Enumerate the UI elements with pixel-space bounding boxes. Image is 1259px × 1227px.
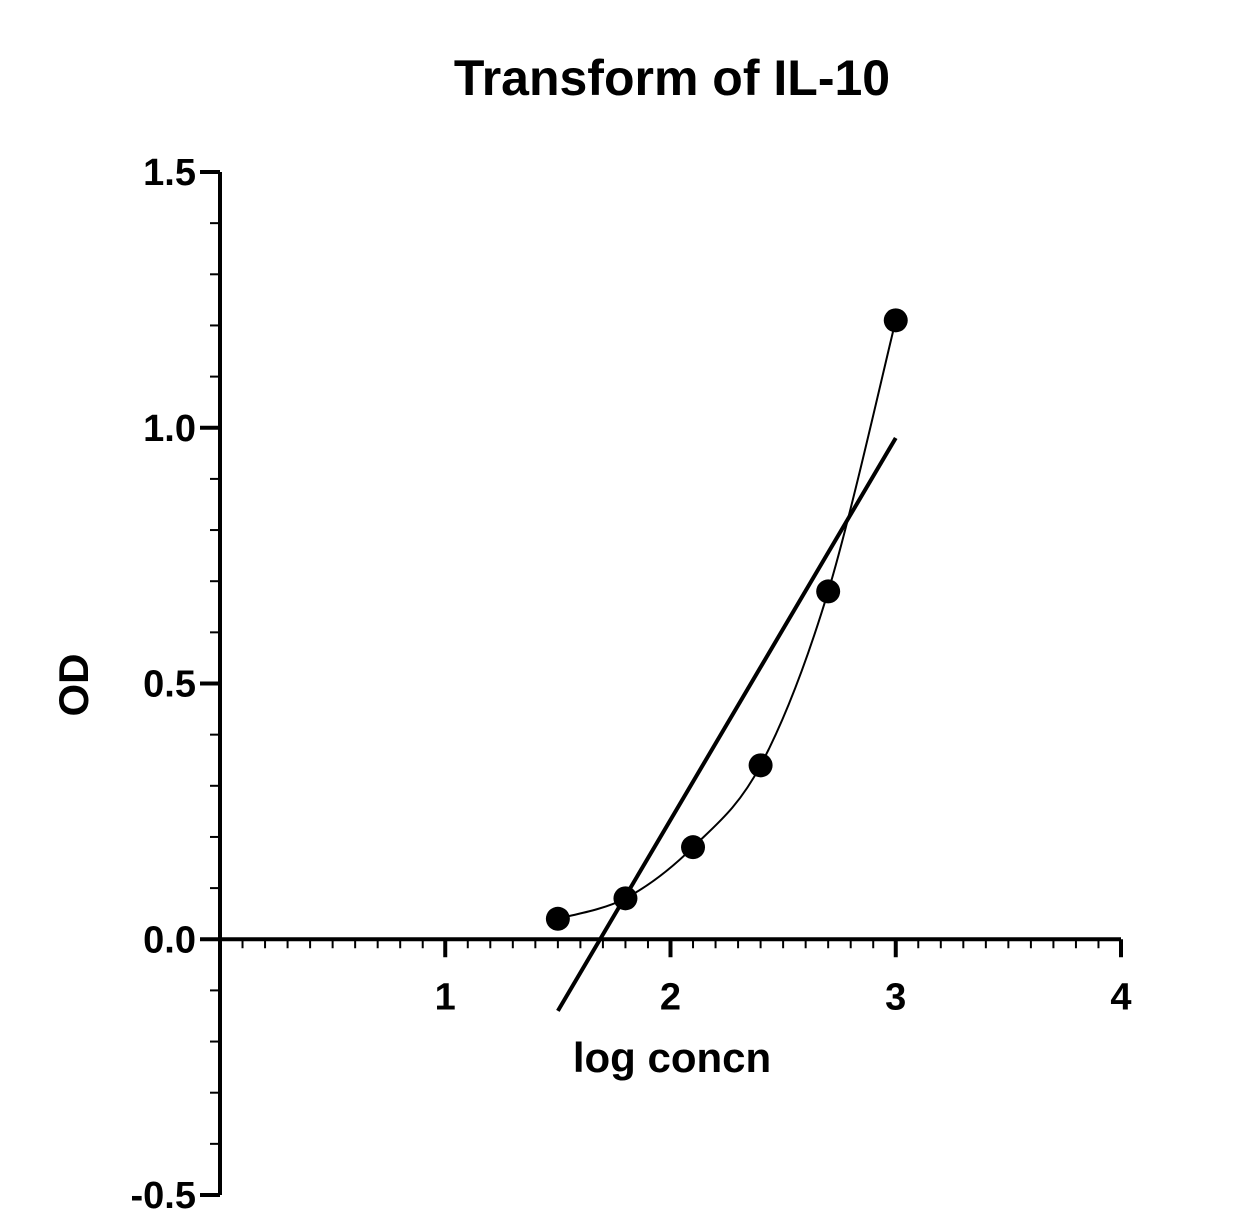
data-point bbox=[748, 753, 773, 778]
y-tick-label: 1.0 bbox=[143, 408, 196, 450]
y-tick-label: -0.5 bbox=[131, 1175, 196, 1217]
y-tick-label: 0.5 bbox=[143, 664, 196, 706]
fit-lines bbox=[556, 320, 898, 1012]
chart-title: Transform of IL-10 bbox=[454, 50, 890, 106]
x-axis-title: log concn bbox=[573, 1034, 771, 1081]
data-point bbox=[681, 835, 706, 860]
x-tick-label: 1 bbox=[435, 976, 456, 1018]
x-tick-label: 4 bbox=[1110, 976, 1131, 1018]
data-point bbox=[816, 579, 841, 604]
axes: -0.5 0.0 0.5 1.0 1.5 1 2 3 4 bbox=[131, 152, 1132, 1217]
y-tick-label: 0.0 bbox=[143, 919, 196, 961]
y-axis-title: OD bbox=[50, 654, 97, 717]
data-point bbox=[545, 906, 570, 931]
data-point bbox=[613, 886, 638, 911]
x-tick-label: 3 bbox=[885, 976, 906, 1018]
data-point bbox=[883, 308, 908, 333]
x-tick-label: 2 bbox=[660, 976, 681, 1018]
linear-fit-line bbox=[556, 436, 898, 1012]
curve-fit-line bbox=[557, 320, 897, 920]
y-tick-label: 1.5 bbox=[143, 152, 196, 194]
data-points bbox=[545, 308, 908, 931]
